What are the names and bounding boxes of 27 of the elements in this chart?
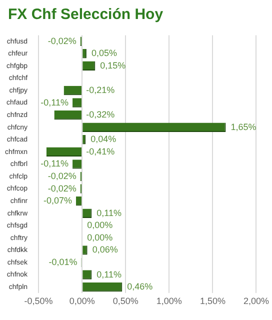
data-label: 0,15% xyxy=(100,60,126,70)
data-label: 0,11% xyxy=(96,208,122,218)
data-label: -0,32% xyxy=(86,110,115,120)
x-tick-label: -0,50% xyxy=(24,296,53,306)
data-label: 0,06% xyxy=(92,244,118,255)
x-tick-label: 0,00% xyxy=(69,296,95,306)
data-label: -0,02% xyxy=(48,36,76,46)
x-tick-label: 0,50% xyxy=(112,296,138,306)
data-label: -0,07% xyxy=(43,196,72,206)
x-tick-label: 2,00% xyxy=(243,296,270,306)
data-label: -0,21% xyxy=(86,84,115,95)
data-label: -0,01% xyxy=(48,256,78,267)
data-label: 0,00% xyxy=(87,232,113,242)
data-label: 1,65% xyxy=(230,122,256,132)
data-label: -0,11% xyxy=(40,97,69,108)
data-label: -0,11% xyxy=(40,158,69,169)
data-label: 0,00% xyxy=(87,220,113,230)
data-label: 0,11% xyxy=(96,269,122,280)
data-label: 0,05% xyxy=(91,48,117,58)
chart-title: FX Chf Selección Hoy xyxy=(8,6,164,23)
data-label: 0,04% xyxy=(90,134,116,144)
x-tick-label: 1,00% xyxy=(156,296,182,306)
data-label: -0,02% xyxy=(48,183,76,194)
x-tick-label: 1,50% xyxy=(200,296,226,306)
data-label: -0,41% xyxy=(86,146,115,156)
data-label: 0,46% xyxy=(127,282,153,292)
data-label: -0,02% xyxy=(48,170,76,181)
